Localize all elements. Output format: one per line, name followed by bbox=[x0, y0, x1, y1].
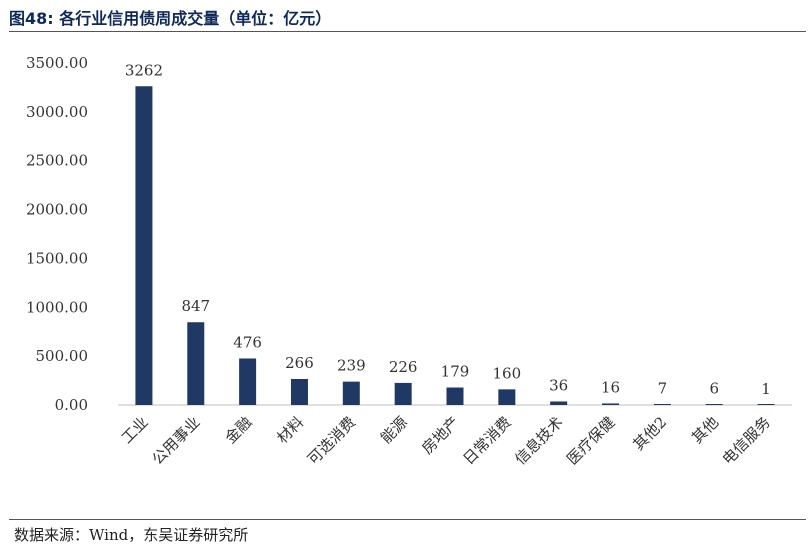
bar-11 bbox=[653, 404, 671, 405]
bar-7 bbox=[446, 387, 464, 405]
bar-3 bbox=[239, 358, 257, 405]
data-label: 266 bbox=[285, 354, 314, 372]
x-tick-label: 公用事业 bbox=[148, 413, 203, 468]
y-tick-label: 3500.00 bbox=[26, 54, 88, 72]
title-divider bbox=[9, 31, 806, 32]
bar-9 bbox=[550, 401, 568, 405]
bar-8 bbox=[498, 389, 516, 405]
x-tick-label: 房地产 bbox=[418, 413, 463, 458]
y-tick-label: 3000.00 bbox=[26, 103, 88, 121]
bar-5 bbox=[342, 381, 360, 405]
data-label: 7 bbox=[658, 379, 668, 397]
chart-title: 图48: 各行业信用债周成交量（单位：亿元） bbox=[9, 9, 332, 28]
data-label: 3262 bbox=[125, 61, 163, 79]
y-tick-label: 500.00 bbox=[36, 347, 89, 365]
data-label: 239 bbox=[337, 357, 366, 375]
x-tick-label: 其他 bbox=[688, 413, 722, 447]
x-tick-label: 材料 bbox=[273, 413, 307, 447]
y-tick-label: 2000.00 bbox=[26, 201, 88, 219]
x-tick-label: 其他2 bbox=[630, 413, 671, 454]
y-tick-label: 1500.00 bbox=[26, 249, 88, 267]
y-tick-label: 2500.00 bbox=[26, 152, 88, 170]
data-label: 1 bbox=[761, 380, 771, 398]
x-tick-label: 信息技术 bbox=[511, 413, 566, 468]
y-tick-label: 1000.00 bbox=[26, 298, 88, 316]
bar-4 bbox=[290, 379, 308, 405]
bar-10 bbox=[602, 403, 620, 405]
bar-1 bbox=[135, 86, 153, 406]
data-label: 847 bbox=[181, 297, 210, 315]
x-tick-label: 可选消费 bbox=[304, 413, 359, 468]
x-tick-label: 电信服务 bbox=[719, 413, 774, 468]
x-tick-label: 医疗保健 bbox=[563, 413, 618, 468]
data-label: 179 bbox=[441, 363, 470, 381]
x-tick-label: 工业 bbox=[118, 413, 152, 447]
bar-13 bbox=[757, 404, 775, 405]
x-tick-label: 能源 bbox=[377, 413, 411, 447]
x-tick-label: 金融 bbox=[221, 413, 255, 447]
x-tick-label: 日常消费 bbox=[460, 413, 515, 468]
bar-6 bbox=[394, 382, 412, 405]
data-label: 16 bbox=[601, 378, 620, 396]
data-label: 6 bbox=[709, 379, 719, 397]
data-label: 226 bbox=[389, 358, 418, 376]
y-tick-label: 0.00 bbox=[55, 396, 88, 414]
bar-12 bbox=[705, 404, 723, 405]
footer-divider bbox=[9, 519, 806, 520]
data-label: 36 bbox=[549, 376, 568, 394]
bar-chart: 0.00 500.00 1000.00 1500.00 2000.00 2500.00 30… bbox=[26, 54, 792, 468]
data-label: 476 bbox=[233, 333, 262, 351]
source-note: 数据来源：Wind，东吴证券研究所 bbox=[14, 526, 249, 544]
bar-2 bbox=[187, 322, 205, 405]
data-label: 160 bbox=[493, 364, 522, 382]
